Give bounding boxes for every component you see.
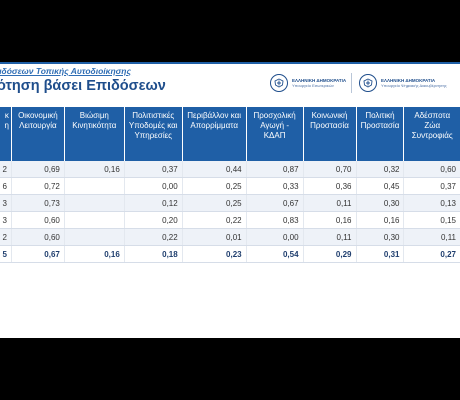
column-header: Πολιτική Προστασία [355,107,404,161]
logo-divider [351,73,352,93]
table-cell: 0,72 [10,177,65,195]
table-cell: 0,11 [302,194,356,212]
table-cell: 0,13 [403,194,460,212]
table-cell: 0,16 [355,211,404,229]
table-row: 3 0,73 0,12 0,25 0,67 0,11 0,30 0,13 [0,194,460,212]
table-total-row: 5 0,67 0,16 0,18 0,23 0,54 0,29 0,31 0,2… [0,245,460,263]
table-cell: 0,37 [403,177,460,195]
table-cell: 0,60 [10,228,65,246]
table-cell: 0,25 [181,177,247,195]
logo-line1: ΕΛΛΗΝΙΚΗ ΔΗΜΟΚΡΑΤΙΑ [292,77,347,83]
table-cell: 0,11 [302,228,356,246]
total-cell: 0,23 [181,245,247,263]
table-cell: 0,32 [355,161,404,178]
column-header: Κοινωνική Προστασία [302,107,356,161]
table-cell: 0,00 [245,228,304,246]
table-cell: 0,45 [355,177,404,195]
table-cell: 0,11 [403,228,460,246]
total-cell: 5 [0,245,12,263]
column-header: Βιώσιμη Κινητικότητα [63,107,125,161]
table-cell: 3 [0,194,12,212]
ministry-interior-logo: ΕΛΛΗΝΙΚΗ ΔΗΜΟΚΡΑΤΙΑ Υπουργείο Εσωτερικών [270,72,346,94]
table-cell: 0,87 [245,161,304,178]
table-cell: 0,16 [302,211,356,229]
table-cell: 0,20 [123,211,183,229]
table-cell: 0,00 [123,177,183,195]
table-cell: 3 [0,211,12,229]
total-cell: 0,27 [403,245,460,263]
total-cell: 0,67 [10,245,65,263]
table-cell: 0,83 [245,211,304,229]
table-cell: 0,30 [355,228,404,246]
table-cell: 0,30 [355,194,404,212]
column-header: Περιβάλλον και Απορρίμματα [181,107,247,161]
total-cell: 0,18 [123,245,183,263]
column-header: κ η [0,107,12,161]
table-cell: 0,22 [181,211,247,229]
table-header-row: κ η Οικονομική Λειτουργία Βιώσιμη Κινητι… [0,107,460,161]
table-cell: 0,15 [403,211,460,229]
greek-emblem-icon [359,74,377,92]
top-accent-bar [0,62,460,64]
table-cell: 6 [0,177,12,195]
table-cell: 0,60 [403,161,460,178]
table-row: 2 0,60 0,22 0,01 0,00 0,11 0,30 0,11 [0,228,460,246]
table-cell: 0,36 [302,177,356,195]
table-row: 6 0,72 0,00 0,25 0,33 0,36 0,45 0,37 [0,177,460,195]
logo-line2: Υπουργείο Εσωτερικών [292,83,334,88]
table-cell [63,211,125,229]
column-header: Αδέσποτα Ζώα Συντροφιάς [403,107,460,161]
table-cell: 0,25 [181,194,247,212]
table-cell: 0,33 [245,177,304,195]
table-cell: 0,69 [10,161,65,178]
table-cell: 0,22 [123,228,183,246]
table-cell: 0,12 [123,194,183,212]
table-cell: 2 [0,161,12,178]
column-header: Πολιτιστικές Υποδομές και Υπηρεσίες [123,107,183,161]
slide-subtitle: διδόσεων Τοπικής Αυτοδιοίκησης [0,66,132,76]
table-cell: 0,01 [181,228,247,246]
table-cell: 0,67 [245,194,304,212]
total-cell: 0,16 [63,245,125,263]
total-cell: 0,29 [302,245,356,263]
ministry-digital-logo: ΕΛΛΗΝΙΚΗ ΔΗΜΟΚΡΑΤΙΑ Υπουργείο Ψηφιακής Δ… [359,72,447,94]
table-cell: 0,44 [181,161,247,178]
table-cell [63,177,125,195]
table-row: 3 0,60 0,20 0,22 0,83 0,16 0,16 0,15 [0,211,460,229]
table-cell: 0,16 [63,161,125,178]
performance-table-wrapper: κ η Οικονομική Λειτουργία Βιώσιμη Κινητι… [0,107,460,263]
slide-title: ότηση βάσει Επιδόσεων [0,78,166,94]
total-cell: 0,31 [355,245,404,263]
table-cell [63,194,125,212]
column-header: Προσχολική Αγωγή - ΚΔΑΠ [245,107,304,161]
table-row: 2 0,69 0,16 0,37 0,44 0,87 0,70 0,32 0,6… [0,161,460,178]
table-cell: 0,37 [123,161,183,178]
logo-line1: ΕΛΛΗΝΙΚΗ ΔΗΜΟΚΡΑΤΙΑ [381,77,436,83]
table-cell [63,228,125,246]
table-cell: 0,70 [302,161,356,178]
logo-line2: Υπουργείο Ψηφιακής Διακυβέρνησης [381,83,447,88]
column-header: Οικονομική Λειτουργία [10,107,65,161]
greek-emblem-icon [270,74,288,92]
performance-table: κ η Οικονομική Λειτουργία Βιώσιμη Κινητι… [0,107,460,263]
table-cell: 0,73 [10,194,65,212]
table-cell: 0,60 [10,211,65,229]
table-cell: 2 [0,228,12,246]
slide: διδόσεων Τοπικής Αυτοδιοίκησης ότηση βάσ… [0,62,460,338]
total-cell: 0,54 [245,245,304,263]
